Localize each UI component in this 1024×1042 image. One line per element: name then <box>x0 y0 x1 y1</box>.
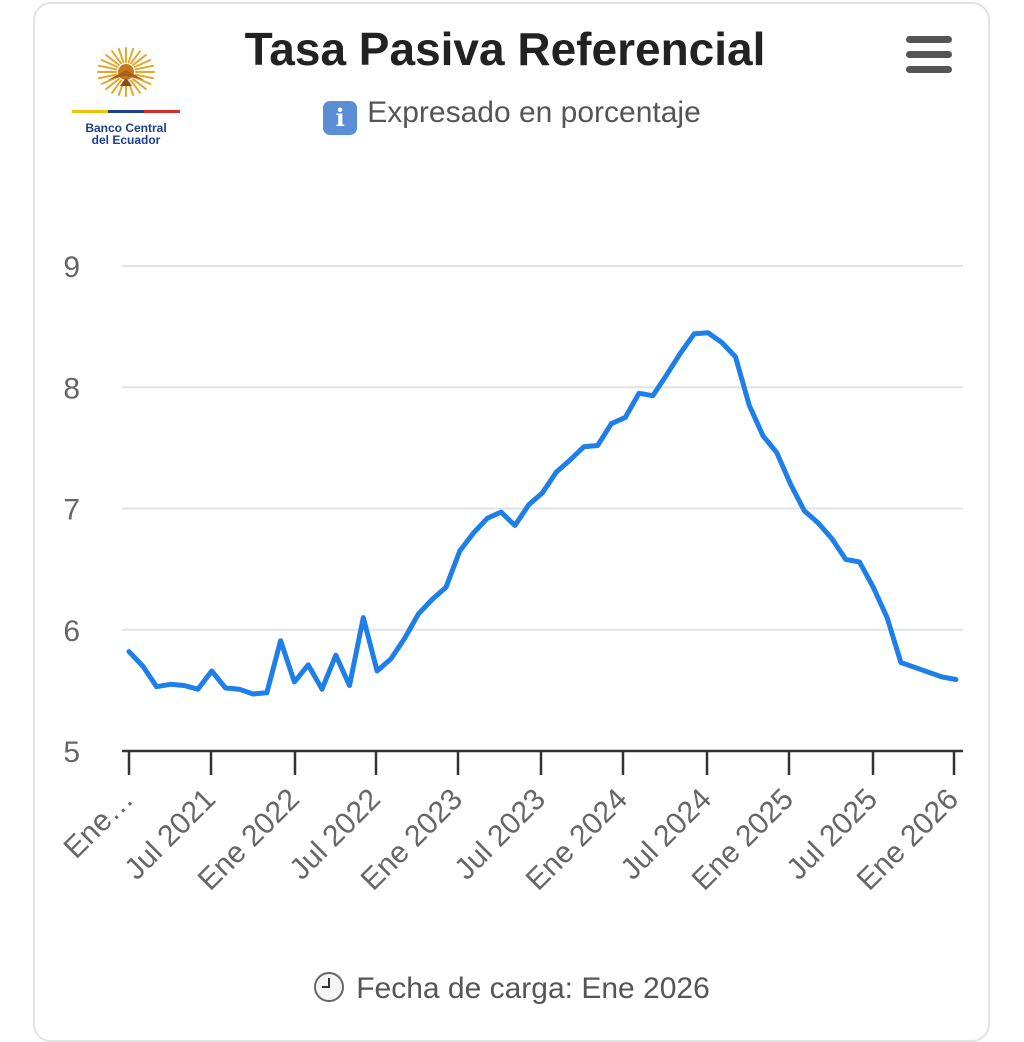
hamburger-menu-icon[interactable] <box>904 34 954 74</box>
chart-subtitle: i Expresado en porcentaje <box>0 96 1024 135</box>
info-icon: i <box>323 101 358 135</box>
y-tick-label: 6 <box>63 615 80 648</box>
y-tick-label: 5 <box>63 736 80 769</box>
subtitle-text: Expresado en porcentaje <box>367 96 701 129</box>
grid-lines <box>122 265 963 631</box>
series-line <box>126 330 959 697</box>
y-tick-label: 8 <box>63 372 80 405</box>
y-tick-label: 7 <box>63 494 80 527</box>
logo-text-line2: del Ecuador <box>91 133 161 147</box>
banco-central-logo: Banco Central del Ecuador <box>68 40 184 152</box>
load-date-footer: Fecha de carga: Ene 2026 <box>0 972 1024 1006</box>
series-lines <box>126 330 959 697</box>
clock-icon <box>314 972 345 1002</box>
y-axis-ticks: 5 6 7 8 9 <box>63 251 80 769</box>
logo-text-line1: Banco Central <box>85 121 167 135</box>
y-tick-label: 9 <box>63 251 80 284</box>
chart-title: Tasa Pasiva Referencial <box>244 23 766 75</box>
condor-emblem-icon <box>72 47 180 113</box>
footer-text: Fecha de carga: Ene 2026 <box>356 972 710 1005</box>
